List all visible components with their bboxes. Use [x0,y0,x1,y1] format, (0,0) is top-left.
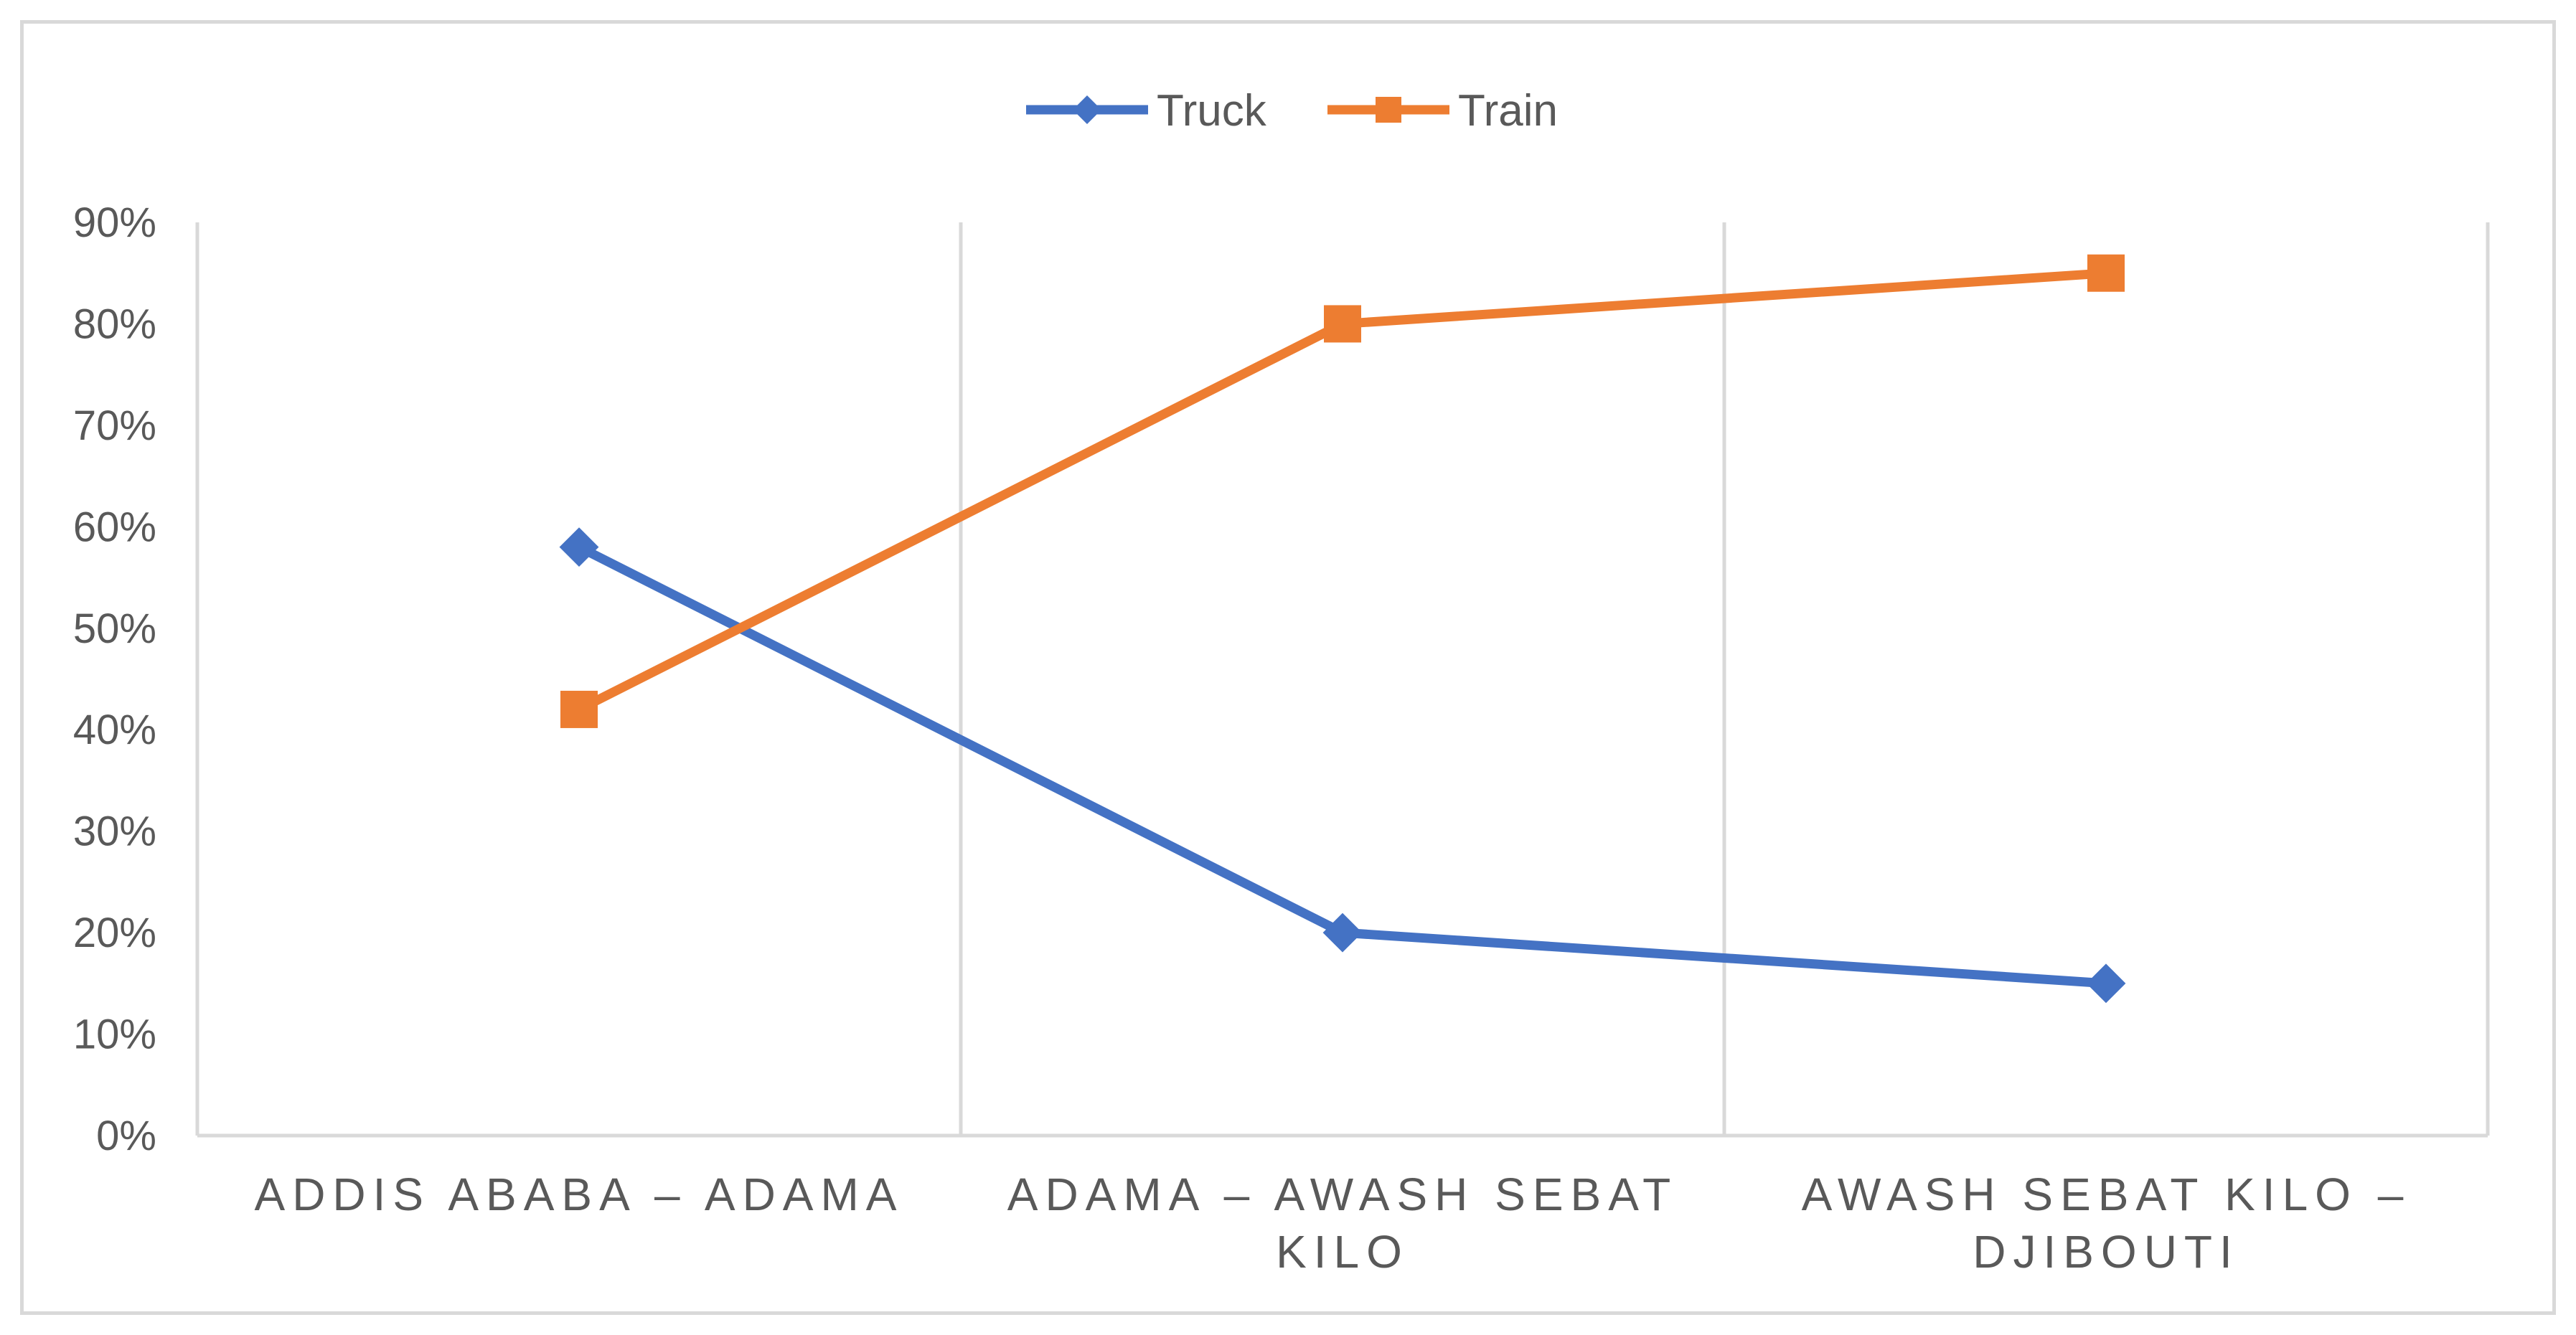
y-tick-label: 60% [73,504,156,550]
data-point-train [1324,305,1361,343]
legend-marker-train [1376,97,1401,123]
legend-label-train: Train [1458,86,1558,136]
gridlines [195,222,2490,1136]
data-point-truck [559,527,599,567]
y-tick-label: 90% [73,199,156,246]
legend-label-truck: Truck [1157,86,1267,136]
y-tick-label: 10% [73,1011,156,1058]
y-tick-label: 70% [73,402,156,449]
y-tick-label: 30% [73,808,156,855]
data-point-truck [1322,912,1363,953]
x-category-label: AWASH SEBAT KILO – [1802,1169,2411,1220]
axes: 0% 10% 20% 30% 40% 50% 60% 70% 80% 90% ADDIS ABABA… [73,199,2488,1278]
series-markers [559,254,2126,1004]
x-category-label: ADAMA – AWASH SEBAT [1007,1169,1678,1220]
y-tick-label: 50% [73,605,156,652]
data-point-train [2087,254,2125,292]
y-tick-label: 80% [73,301,156,347]
data-point-train [560,690,598,728]
x-category-label: ADDIS ABABA – ADAMA [255,1169,904,1220]
data-point-truck [2086,963,2126,1004]
series-lines [577,268,2107,989]
legend: Truck Train [1026,86,1558,136]
x-category-label: KILO [1276,1226,1409,1278]
chart-frame [20,20,2556,1315]
y-tick-label: 20% [73,910,156,956]
x-category-label: DJIBOUTI [1973,1226,2239,1278]
legend-marker-truck [1073,95,1101,124]
y-tick-label: 40% [73,707,156,753]
y-tick-label: 0% [96,1113,156,1159]
